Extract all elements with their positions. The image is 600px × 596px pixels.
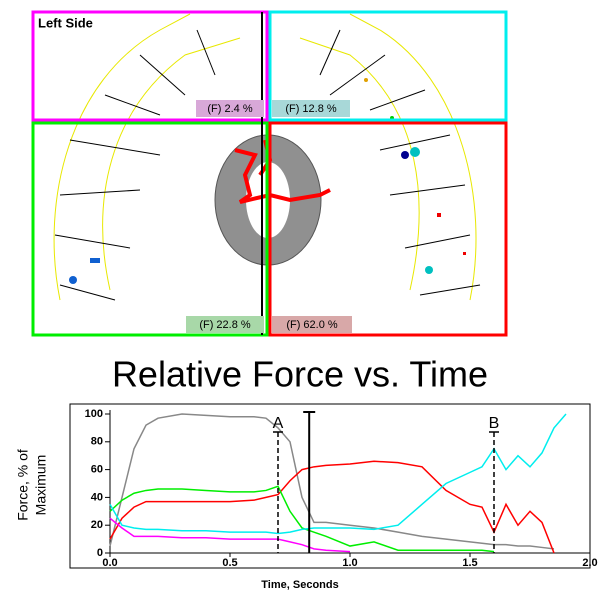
x-tick-label: 1.0 [342,557,357,569]
y-axis-label: Maximum [33,455,49,516]
marker-label: A [273,415,284,432]
marker-label: B [489,415,500,432]
quadrant-force: (F) 2.4 % [207,103,252,115]
force-line [110,518,350,551]
x-tick-label: 1.5 [462,557,477,569]
occlusion-view: Left Side (F) 2.4 % (F) 12.8 % (F) 22.8 … [33,12,506,335]
quadrant-force: (F) 12.8 % [285,103,337,115]
x-tick-label: 0.0 [102,557,117,569]
chart: Relative Force vs. Time Time, Seconds Fo… [15,354,598,591]
page: {"diagram": {"title": "Left Side", "quad… [0,0,600,596]
y-tick-label: 100 [85,408,103,420]
quadrant-force: (F) 62.0 % [286,319,338,331]
side-label: Left Side [38,15,93,30]
chart-title: Relative Force vs. Time [112,354,488,395]
y-tick-label: 60 [91,464,103,476]
y-tick-label: 80 [91,436,103,448]
y-axis-label: Force, % of [15,449,31,521]
arch-outline [103,38,240,290]
arch-outline [300,38,419,290]
x-tick-label: 2.0 [582,557,597,569]
x-tick-label: 0.5 [222,557,237,569]
screen: Left Side (F) 2.4 % (F) 12.8 % (F) 22.8 … [0,0,600,596]
quadrant-force: (F) 22.8 % [199,319,251,331]
chart-frame [70,404,590,568]
x-axis-label: Time, Seconds [261,579,338,591]
y-tick-label: 20 [91,519,103,531]
y-tick-label: 40 [91,491,103,503]
arch-outline [54,14,190,300]
